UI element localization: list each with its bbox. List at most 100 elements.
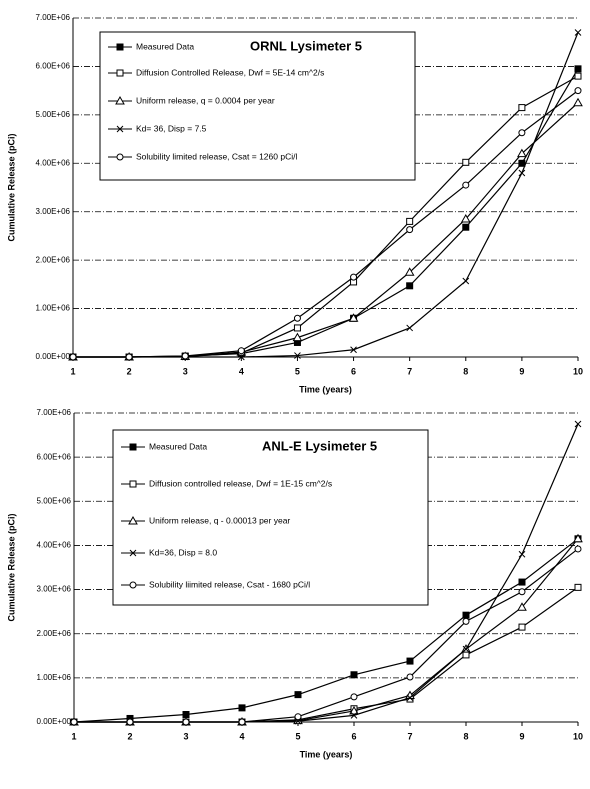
y-tick-label: 0.00E+00 <box>36 352 71 361</box>
x-tick-label: 10 <box>573 731 583 741</box>
marker <box>125 353 133 361</box>
legend-label: Kd= 36, Disp = 7.5 <box>136 123 207 133</box>
x-tick-label: 3 <box>183 366 188 376</box>
y-axis-label: Cumulative Release (pCi) <box>6 513 16 621</box>
x-tick-label: 6 <box>351 731 356 741</box>
marker <box>292 332 303 342</box>
marker <box>182 718 190 726</box>
marker <box>518 578 526 586</box>
marker <box>238 718 246 726</box>
marker <box>116 43 124 51</box>
marker <box>406 694 414 702</box>
marker <box>116 153 124 161</box>
x-tick-label: 6 <box>351 366 356 376</box>
chart-title: ANL-E Lysimeter 5 <box>262 438 377 453</box>
marker <box>349 705 359 715</box>
marker <box>574 583 582 591</box>
x-tick-label: 5 <box>295 731 300 741</box>
marker <box>350 671 358 679</box>
marker <box>573 97 583 107</box>
series-line <box>74 548 579 723</box>
y-tick-label: 6.00E+06 <box>37 452 72 461</box>
legend-label: Measured Data <box>149 441 207 451</box>
marker <box>129 443 137 451</box>
series-line <box>74 586 579 723</box>
legend-label: Measured Data <box>136 41 194 51</box>
marker <box>462 277 470 285</box>
marker <box>70 718 78 726</box>
legend-box <box>99 31 416 181</box>
y-tick-label: 0.00E+00 <box>37 717 72 726</box>
marker <box>517 148 527 158</box>
marker <box>69 353 77 361</box>
y-tick-label: 7.00E+06 <box>37 408 72 417</box>
marker <box>406 217 414 225</box>
marker <box>129 581 137 589</box>
marker <box>348 313 359 322</box>
marker <box>573 533 583 543</box>
x-tick-label: 4 <box>239 731 244 741</box>
marker <box>350 346 357 354</box>
marker <box>574 72 582 80</box>
marker <box>406 657 414 665</box>
x-axis-label: Time (years) <box>300 749 353 759</box>
marker <box>462 181 470 189</box>
marker <box>574 65 582 73</box>
y-tick-label: 2.00E+06 <box>37 629 72 638</box>
marker <box>181 352 189 360</box>
marker <box>294 691 302 699</box>
y-axis-label: Cumulative Release (pCi) <box>6 133 16 241</box>
marker <box>574 420 582 428</box>
marker <box>115 95 125 105</box>
marker <box>574 87 582 95</box>
x-tick-label: 4 <box>239 366 244 376</box>
y-tick-label: 3.00E+06 <box>36 207 71 216</box>
legend-label: Solubility limited release, Csat = 1260 … <box>136 151 297 161</box>
x-tick-label: 2 <box>127 731 132 741</box>
y-tick-label: 2.00E+06 <box>36 255 71 264</box>
y-tick-label: 1.00E+06 <box>37 673 72 682</box>
x-tick-label: 1 <box>70 366 75 376</box>
marker <box>518 104 526 112</box>
marker <box>237 353 245 361</box>
marker <box>238 704 246 712</box>
marker <box>182 710 190 718</box>
x-tick-label: 5 <box>295 366 300 376</box>
x-tick-label: 7 <box>407 366 412 376</box>
y-tick-label: 4.00E+06 <box>36 158 71 167</box>
x-tick-label: 3 <box>183 731 188 741</box>
marker <box>462 617 470 625</box>
marker <box>462 645 470 653</box>
marker <box>129 549 137 557</box>
marker <box>350 712 358 719</box>
x-tick-label: 9 <box>519 731 524 741</box>
marker <box>518 129 526 137</box>
marker <box>129 480 137 488</box>
x-tick-label: 8 <box>463 731 468 741</box>
marker <box>350 693 358 701</box>
x-tick-label: 2 <box>127 366 132 376</box>
marker <box>404 267 415 276</box>
marker <box>518 169 526 177</box>
y-tick-label: 4.00E+06 <box>37 541 72 550</box>
series-line <box>73 538 579 723</box>
legend-label: Uniform release, q = 0.0004 per year <box>136 95 275 105</box>
y-tick-label: 3.00E+06 <box>37 585 72 594</box>
marker <box>128 515 138 525</box>
marker <box>293 314 301 322</box>
marker <box>462 158 470 166</box>
marker <box>406 673 414 681</box>
marker <box>406 226 414 234</box>
x-tick-label: 9 <box>519 366 524 376</box>
marker <box>518 623 526 631</box>
legend-label: Diffusion controlled release, Dwf = 1E-1… <box>149 478 332 488</box>
x-tick-label: 1 <box>71 731 76 741</box>
marker <box>574 29 582 36</box>
marker <box>462 651 470 659</box>
y-tick-label: 5.00E+06 <box>37 496 72 505</box>
marker <box>518 159 526 167</box>
marker <box>350 273 358 281</box>
chart-title: ORNL Lysimeter 5 <box>250 38 362 53</box>
marker <box>116 69 124 77</box>
